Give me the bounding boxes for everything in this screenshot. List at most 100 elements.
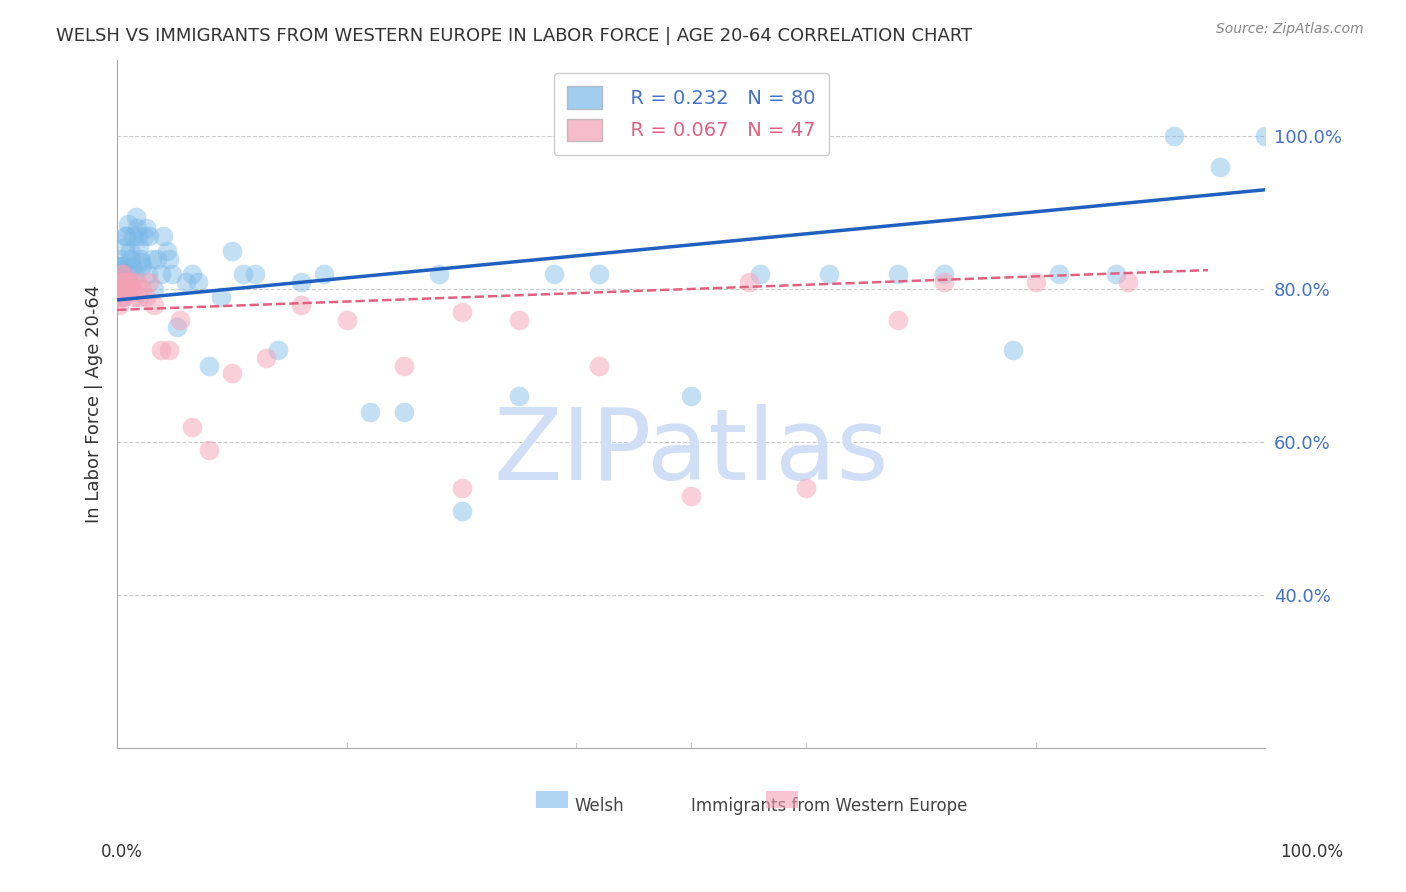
Point	[142, 282, 165, 296]
Point	[107, 260, 129, 274]
Point	[115, 275, 138, 289]
Point	[394, 405, 416, 419]
Point	[508, 313, 530, 327]
Point	[681, 489, 703, 503]
Point	[129, 252, 152, 266]
Point	[131, 282, 153, 296]
Point	[112, 270, 135, 285]
Point	[127, 228, 149, 243]
Point	[111, 267, 134, 281]
Point	[131, 260, 153, 274]
Point	[121, 282, 143, 296]
Point	[180, 267, 202, 281]
Point	[124, 210, 146, 224]
Point	[108, 270, 131, 285]
Text: WELSH VS IMMIGRANTS FROM WESTERN EUROPE IN LABOR FORCE | AGE 20-64 CORRELATION C: WELSH VS IMMIGRANTS FROM WESTERN EUROPE …	[56, 27, 973, 45]
Point	[450, 481, 472, 495]
Point	[681, 389, 703, 403]
Text: Source: ZipAtlas.com: Source: ZipAtlas.com	[1216, 22, 1364, 37]
Point	[121, 260, 143, 274]
Point	[169, 313, 191, 327]
Point	[117, 217, 139, 231]
Point	[136, 267, 159, 281]
Point	[120, 252, 142, 266]
Point	[1254, 129, 1277, 144]
Point	[107, 275, 129, 289]
Point	[114, 228, 136, 243]
Text: ZIPatlas: ZIPatlas	[494, 404, 889, 500]
Point	[118, 267, 141, 281]
Point	[132, 228, 155, 243]
Point	[174, 275, 197, 289]
Point	[111, 282, 134, 296]
Point	[588, 267, 610, 281]
Point	[107, 282, 129, 296]
Point	[111, 290, 134, 304]
Point	[108, 297, 131, 311]
Point	[118, 275, 141, 289]
Point	[111, 290, 134, 304]
Point	[111, 267, 134, 281]
Bar	[766, 791, 799, 808]
Point	[157, 343, 180, 358]
Point	[180, 420, 202, 434]
Text: Immigrants from Western Europe: Immigrants from Western Europe	[690, 797, 967, 814]
Point	[110, 290, 132, 304]
Point	[336, 313, 359, 327]
Point	[232, 267, 254, 281]
Point	[110, 267, 132, 281]
Point	[129, 255, 152, 269]
Point	[111, 275, 134, 289]
Point	[138, 228, 160, 243]
Point	[157, 252, 180, 266]
Point	[111, 275, 134, 289]
Point	[1208, 160, 1230, 174]
Point	[1025, 275, 1047, 289]
Point	[155, 244, 177, 258]
Point	[267, 343, 290, 358]
Point	[110, 275, 132, 289]
Point	[125, 275, 148, 289]
Point	[187, 275, 209, 289]
Point	[166, 320, 188, 334]
Point	[128, 290, 150, 304]
Point	[118, 282, 141, 296]
Point	[450, 504, 472, 518]
Point	[111, 260, 134, 274]
Point	[932, 275, 955, 289]
Point	[111, 267, 134, 281]
Point	[749, 267, 772, 281]
Point	[508, 389, 530, 403]
Point	[128, 240, 150, 254]
Point	[135, 221, 157, 235]
Point	[818, 267, 841, 281]
Point	[108, 267, 131, 281]
Point	[450, 305, 472, 319]
Point	[149, 343, 172, 358]
Point	[198, 359, 221, 373]
Point	[122, 228, 145, 243]
Point	[108, 275, 131, 289]
Point	[124, 267, 146, 281]
Point	[111, 282, 134, 296]
Point	[794, 481, 817, 495]
Point	[124, 290, 146, 304]
Point	[162, 267, 184, 281]
Point	[359, 405, 381, 419]
Point	[152, 228, 174, 243]
Point	[125, 221, 148, 235]
Text: Welsh: Welsh	[575, 797, 624, 814]
Point	[146, 252, 169, 266]
Point	[141, 252, 163, 266]
Y-axis label: In Labor Force | Age 20-64: In Labor Force | Age 20-64	[86, 285, 103, 524]
Point	[112, 286, 135, 301]
Text: 0.0%: 0.0%	[101, 843, 143, 861]
Point	[111, 260, 134, 274]
Point	[110, 282, 132, 296]
Point	[887, 313, 910, 327]
Point	[221, 367, 243, 381]
Point	[932, 267, 955, 281]
Point	[312, 267, 335, 281]
Point	[111, 275, 134, 289]
Point	[198, 442, 221, 457]
